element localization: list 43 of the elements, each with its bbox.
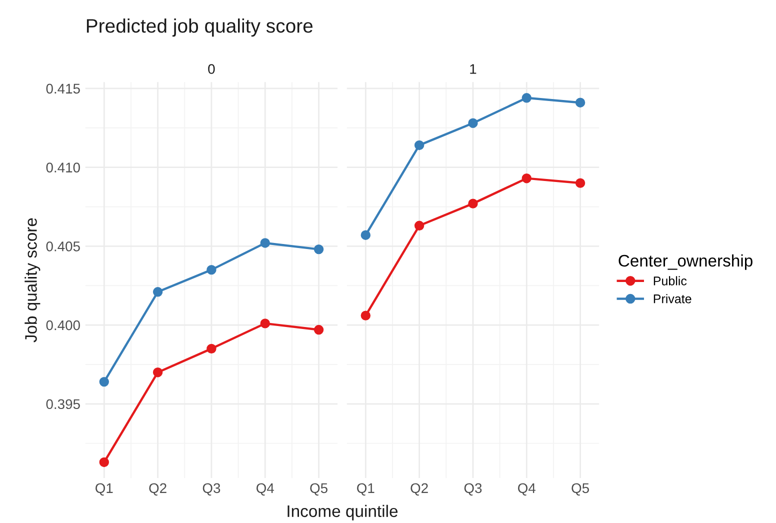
point xyxy=(575,178,586,188)
x-tick-label: Q5 xyxy=(310,483,328,496)
y-tick-label: 0.400 xyxy=(46,320,80,330)
point xyxy=(260,318,270,328)
x-tick-label: Q4 xyxy=(518,483,536,496)
point xyxy=(206,344,216,354)
x-tick-label: Q1 xyxy=(96,483,113,496)
point xyxy=(468,198,478,208)
point xyxy=(360,230,371,240)
point xyxy=(522,93,532,103)
chart-subtitle: 1 xyxy=(470,64,476,74)
y-tick-label: 0.410 xyxy=(46,162,80,172)
point xyxy=(314,244,324,254)
point xyxy=(360,310,371,320)
x-tick-label: Q4 xyxy=(256,483,274,496)
point xyxy=(99,457,110,468)
legend-label: Private xyxy=(654,294,692,304)
point xyxy=(99,376,110,387)
y-axis-title: Job quality score xyxy=(24,218,40,342)
point xyxy=(522,173,532,184)
legend-label: Public xyxy=(654,276,687,286)
x-axis-title: Income quintile xyxy=(288,504,398,520)
point xyxy=(468,118,478,128)
point xyxy=(575,98,586,108)
point xyxy=(260,238,270,248)
chart-subtitle: 0 xyxy=(208,64,215,74)
point xyxy=(152,287,163,297)
x-tick-label: Q2 xyxy=(149,483,166,496)
point xyxy=(314,324,324,335)
legend-title: Center_ownership xyxy=(618,254,752,270)
x-tick-label: Q3 xyxy=(464,483,482,496)
y-tick-label: 0.415 xyxy=(46,84,80,94)
y-tick-label: 0.395 xyxy=(46,399,80,410)
point xyxy=(414,220,424,231)
y-tick-label: 0.405 xyxy=(46,241,80,252)
x-tick-label: Q1 xyxy=(357,483,374,496)
point xyxy=(414,140,424,150)
chart-title: Predicted job quality score xyxy=(86,18,313,37)
x-tick-label: Q2 xyxy=(410,483,428,496)
point xyxy=(152,367,163,378)
x-tick-label: Q5 xyxy=(572,483,589,496)
x-tick-label: Q3 xyxy=(202,483,220,496)
point xyxy=(206,264,216,275)
